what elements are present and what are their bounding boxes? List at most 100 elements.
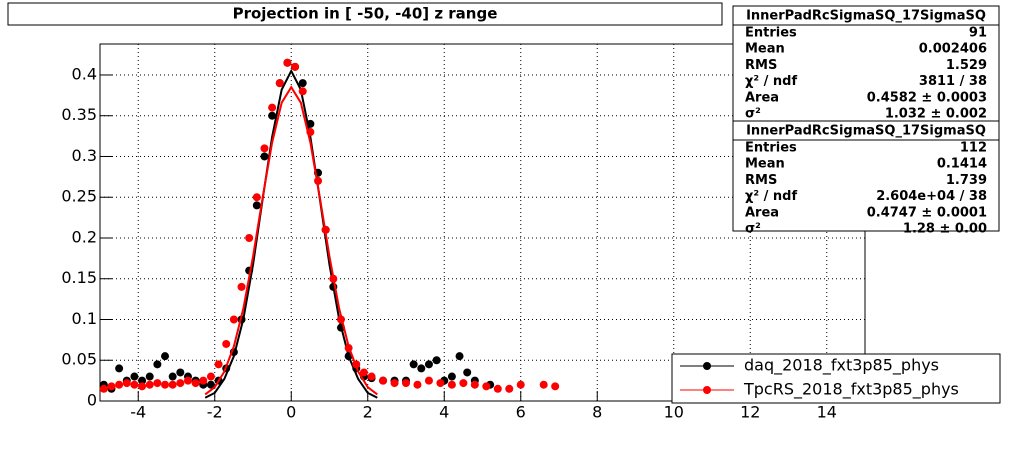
data-point xyxy=(222,339,231,348)
stats-label: σ² xyxy=(745,107,761,122)
data-point xyxy=(260,152,269,161)
y-tick-label: 0.1 xyxy=(72,309,97,328)
data-point xyxy=(168,380,177,389)
data-point xyxy=(516,380,525,389)
x-tick-label: -4 xyxy=(130,403,146,422)
y-tick-label: 0.25 xyxy=(61,187,97,206)
data-point xyxy=(183,376,192,385)
x-tick-label: 4 xyxy=(439,403,449,422)
data-point xyxy=(402,379,410,388)
data-point xyxy=(424,360,433,369)
stats-value: 0.4582 ± 0.0003 xyxy=(867,90,987,105)
data-point xyxy=(115,380,124,389)
data-point xyxy=(459,379,468,388)
data-point xyxy=(379,376,388,385)
data-point xyxy=(551,382,560,391)
stats-label: χ² / ndf xyxy=(745,189,797,204)
data-point xyxy=(245,233,254,242)
stats-value: 1.739 xyxy=(946,173,987,188)
x-tick-label: 12 xyxy=(740,403,760,422)
data-point xyxy=(413,380,422,389)
data-point xyxy=(161,352,170,361)
stats-label: RMS xyxy=(745,173,777,188)
y-tick-label: 0 xyxy=(87,391,97,410)
data-point xyxy=(344,344,353,353)
data-point xyxy=(306,119,315,128)
data-point xyxy=(298,87,307,96)
data-point xyxy=(447,380,456,389)
data-point xyxy=(214,360,223,369)
data-point xyxy=(138,382,147,391)
stats-value: 0.002406 xyxy=(919,42,987,57)
x-tick-label: 6 xyxy=(516,403,526,422)
data-point xyxy=(153,360,162,369)
stats-title: InnerPadRcSigmaSQ_17SigmaSQ xyxy=(746,124,986,139)
x-tick-label: 8 xyxy=(592,403,602,422)
legend-label: daq_2018_fxt3p85_phys xyxy=(744,356,939,376)
data-point xyxy=(115,364,124,373)
data-point xyxy=(176,379,185,388)
data-point xyxy=(390,379,399,388)
data-point xyxy=(176,368,185,377)
title-box xyxy=(7,2,723,26)
data-point xyxy=(321,225,330,234)
data-point xyxy=(145,380,154,389)
stats-label: σ² xyxy=(745,222,761,237)
data-point xyxy=(436,379,445,388)
legend-label: TpcRS_2018_fxt3p85_phys xyxy=(743,380,959,400)
y-tick-label: 0.3 xyxy=(72,146,97,165)
data-point xyxy=(298,79,307,88)
y-tick-label: 0.4 xyxy=(72,64,97,83)
data-point xyxy=(107,382,116,391)
data-point xyxy=(260,144,269,153)
data-point xyxy=(138,376,147,385)
data-point xyxy=(367,372,376,381)
y-tick-label: 0.15 xyxy=(61,268,97,287)
data-point xyxy=(252,193,261,202)
legend-marker xyxy=(703,386,711,394)
data-point xyxy=(191,379,200,388)
legend-box xyxy=(671,353,1001,404)
data-point xyxy=(424,376,433,385)
stats-value: 0.4747 ± 0.0001 xyxy=(867,205,987,220)
data-point xyxy=(130,380,139,389)
data-point xyxy=(153,379,162,388)
data-point xyxy=(463,368,472,377)
data-point xyxy=(199,376,208,385)
stats-title: InnerPadRcSigmaSQ_17SigmaSQ xyxy=(746,9,986,24)
data-point xyxy=(417,364,426,373)
data-point xyxy=(359,368,368,377)
stats-value: 3811 / 38 xyxy=(919,74,987,89)
data-point xyxy=(237,282,246,291)
x-tick-label: 0 xyxy=(286,403,296,422)
data-point xyxy=(336,315,345,324)
stats-value: 2.604e+04 / 38 xyxy=(876,189,987,204)
data-point xyxy=(229,315,238,324)
data-point xyxy=(275,79,284,88)
stats-label: Mean xyxy=(745,42,785,57)
data-point xyxy=(470,380,479,389)
data-point xyxy=(145,372,154,381)
data-point xyxy=(432,356,441,365)
data-point xyxy=(130,372,139,381)
data-point xyxy=(455,352,464,361)
data-point xyxy=(283,58,292,67)
data-point xyxy=(206,372,215,381)
data-point xyxy=(409,360,418,369)
data-point xyxy=(306,128,315,137)
data-point xyxy=(252,201,261,210)
chart-title: Projection in [ -50, -40] z range xyxy=(233,5,498,23)
data-point xyxy=(314,176,323,185)
stats-label: χ² / ndf xyxy=(745,74,797,89)
stats-label: Area xyxy=(745,205,779,220)
stats-value: 1.28 ± 0.00 xyxy=(903,222,987,237)
data-point xyxy=(505,384,514,393)
stats-label: RMS xyxy=(745,58,777,73)
stats-value: 0.1414 xyxy=(937,157,987,172)
stats-value: 1.032 ± 0.002 xyxy=(885,107,987,122)
x-tick-label: 2 xyxy=(363,403,373,422)
data-point xyxy=(539,380,548,389)
legend-marker xyxy=(703,362,711,370)
x-tick-label: -2 xyxy=(207,403,223,422)
